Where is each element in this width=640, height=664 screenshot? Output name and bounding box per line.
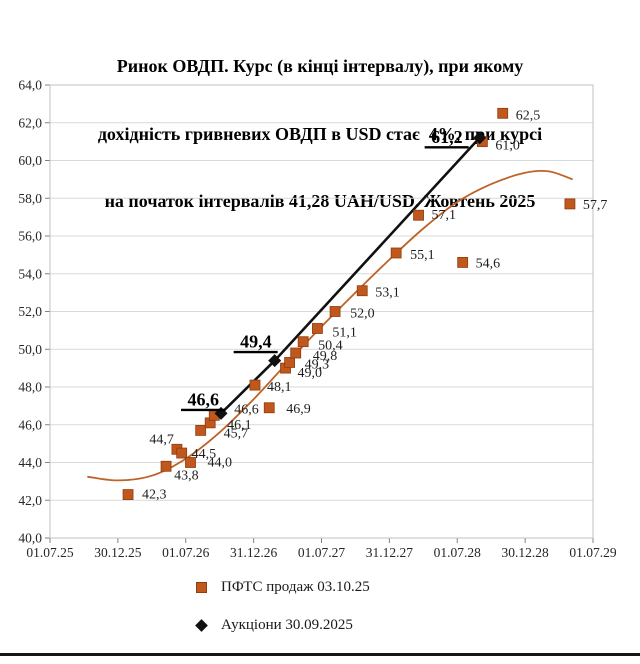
chart-title: Ринок ОВДП. Курс (в кінці інтервалу), пр… [0,10,640,258]
data-point-label: 61,0 [495,139,520,154]
x-tick-label: 30.12.25 [94,545,142,560]
diamond-marker-icon [195,619,208,632]
pfts-data-point [457,257,469,268]
auction-point-label: 49,4 [240,332,272,352]
pfts-data-point [176,447,188,459]
pfts-data-point [297,336,309,348]
y-tick-label: 62,0 [18,115,42,130]
pfts-data-point [249,379,261,391]
data-point-label: 44,0 [208,456,233,471]
pfts-data-point [497,107,509,119]
pfts-data-point [290,347,302,359]
data-point-label: 46,6 [234,402,259,417]
data-point-label: 43,8 [174,468,199,483]
pfts-data-point [122,489,134,500]
chart-title-line-3: на початок інтервалів 41,28 UAH/USD. Жов… [104,191,536,211]
y-tick-label: 58,0 [18,191,42,206]
pfts-data-point [329,306,341,317]
data-point-label: 51,1 [332,325,357,340]
legend-item-auctions: Аукціони 30.09.2025 [195,617,370,634]
pfts-data-point [185,457,196,468]
data-point-label: 55,1 [410,248,435,263]
y-tick-label: 52,0 [18,304,42,319]
x-tick-label: 30.12.28 [502,545,550,560]
chart-title-line-2: дохідність гривневих ОВДП в USD стає 4%,… [97,123,543,144]
data-point-label: 49,0 [298,366,323,381]
data-point-label: 54,6 [476,256,501,271]
plot-border [49,84,594,539]
data-point-label: 62,5 [516,108,541,123]
pfts-data-point [312,323,323,334]
x-tick-label: 01.07.25 [26,545,74,560]
y-tick-label: 48,0 [18,380,42,395]
data-point-label: 44,7 [149,432,174,447]
data-point-label: 42,3 [142,488,167,503]
data-point-label: 50,4 [318,339,343,354]
x-tick-label: 31.12.27 [366,545,414,560]
pfts-data-point [195,425,207,436]
legend-label-auctions: Аукціони 30.09.2025 [221,617,353,633]
pfts-data-point [263,402,275,414]
y-tick-label: 56,0 [18,229,42,244]
x-tick-label: 01.07.28 [434,545,482,560]
auction-point-label: 61,2 [431,127,463,147]
pfts-data-point [284,357,295,368]
auction-data-point [473,131,487,145]
y-tick-label: 54,0 [18,266,42,281]
data-point-label: 53,1 [375,286,400,301]
y-tick-label: 40,0 [18,531,42,546]
pfts-data-point [390,247,402,259]
chart-title-line-1: Ринок ОВДП. Курс (в кінці інтервалу), пр… [116,56,524,76]
legend-item-pfts: ПФТС продаж 03.10.25 [196,579,370,596]
legend-label-pfts: ПФТС продаж 03.10.25 [221,579,370,595]
pfts-data-point [413,209,424,221]
data-point-label: 57,1 [432,208,457,223]
y-tick-label: 64,0 [18,78,42,93]
x-tick-label: 31.12.26 [230,545,278,560]
chart-legend: ПФТС продаж 03.10.25 Аукціони 30.09.2025 [195,579,370,634]
auction-point-label: 46,6 [188,389,220,409]
y-tick-label: 46,0 [18,417,42,432]
pfts-data-point [356,285,368,297]
bottom-divider [0,653,640,656]
y-tick-label: 44,0 [18,455,42,470]
y-tick-label: 42,0 [18,493,42,508]
auction-data-point [268,354,282,368]
data-point-label: 49,3 [305,357,330,372]
y-tick-label: 60,0 [18,153,42,168]
x-tick-label: 01.07.26 [162,545,210,560]
scatter-chart: 64,0 62,0 60,0 58,0 56,0 54,0 52,0 50,0 48,0 46,0… [18,78,617,561]
pfts-data-point [160,460,172,472]
x-tick-label: 01.07.27 [298,545,346,560]
data-point-label: 44,5 [192,447,217,462]
square-marker-icon [196,582,207,593]
auctions-connector-line [220,136,481,415]
data-point-label: 48,1 [267,380,292,395]
pfts-data-point [564,198,576,210]
data-point-label: 49,8 [313,349,338,364]
data-point-label: 46,9 [286,402,311,417]
x-tick-label: 01.07.29 [569,545,617,560]
data-point-label: 45,7 [224,426,249,441]
data-point-label: 46,1 [227,418,252,433]
y-tick-label: 50,0 [18,342,42,357]
data-point-label: 57,7 [583,198,608,213]
data-point-label: 52,0 [350,307,375,322]
